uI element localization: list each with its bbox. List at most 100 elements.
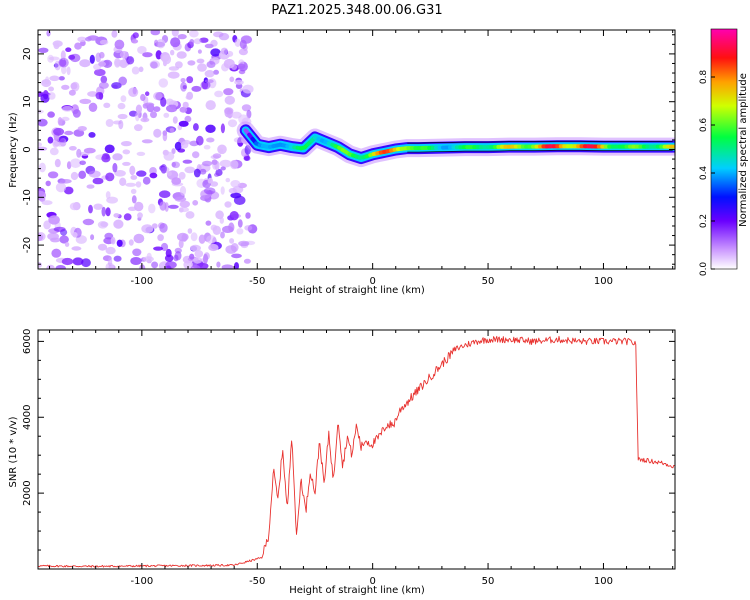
noise-point — [187, 228, 193, 234]
noise-point — [227, 119, 238, 128]
noise-point — [197, 49, 202, 54]
noise-point — [182, 101, 189, 109]
noise-point — [236, 228, 244, 235]
noise-point — [140, 93, 146, 102]
noise-point — [137, 46, 147, 54]
noise-point — [230, 243, 239, 252]
x-tick-label: -100 — [131, 276, 154, 287]
noise-point — [182, 159, 193, 164]
spectrogram-x-axis: -100 -50 0 50 100 — [49, 30, 674, 287]
noise-point — [86, 184, 95, 189]
spectrogram-x-label: Height of straight line (km) — [289, 285, 425, 296]
noise-point — [69, 146, 77, 151]
y-tick-label: 10 — [22, 95, 33, 108]
noise-point — [184, 115, 192, 123]
noise-point — [204, 43, 214, 49]
noise-point — [47, 136, 54, 144]
noise-point — [162, 131, 168, 142]
noise-point — [239, 39, 247, 50]
colorbar-tick-label: 0.4 — [699, 166, 709, 181]
noise-point — [88, 204, 93, 214]
noise-point — [229, 76, 235, 83]
noise-point — [179, 200, 190, 208]
noise-point — [114, 170, 126, 177]
noise-point — [204, 187, 216, 195]
noise-point — [132, 248, 142, 257]
noise-point — [171, 177, 182, 185]
colorbar-tick-label: 0.6 — [699, 118, 709, 133]
noise-point — [114, 39, 125, 50]
noise-point — [103, 102, 111, 109]
noise-point — [76, 148, 82, 158]
noise-point — [156, 39, 166, 49]
x-tick-label: 0 — [369, 276, 375, 287]
noise-point — [95, 52, 102, 63]
noise-point — [90, 234, 95, 241]
noise-point — [52, 40, 63, 47]
noise-point — [55, 182, 67, 193]
x-tick-label: -50 — [249, 576, 265, 587]
noise-point — [184, 166, 196, 174]
noise-point — [130, 175, 138, 180]
noise-point — [79, 59, 91, 68]
noise-point — [87, 35, 99, 41]
x-tick-label: 50 — [482, 276, 495, 287]
spectrogram-y-label: Frequency (Hz) — [8, 112, 19, 188]
noise-point — [203, 144, 211, 150]
noise-point — [178, 171, 186, 180]
noise-point — [159, 223, 168, 233]
noise-point — [58, 76, 65, 81]
noise-point — [70, 82, 78, 90]
noise-point — [159, 190, 171, 198]
noise-point — [120, 95, 127, 103]
noise-point — [116, 239, 123, 247]
noise-point — [113, 213, 120, 218]
noise-point — [211, 159, 218, 165]
noise-point — [170, 49, 175, 56]
noise-point — [110, 236, 116, 245]
noise-point — [97, 243, 108, 251]
noise-point — [72, 109, 81, 118]
noise-point — [45, 76, 50, 85]
noise-point — [174, 141, 182, 151]
noise-point — [38, 142, 43, 147]
noise-point — [159, 201, 167, 211]
noise-point — [113, 255, 122, 262]
noise-point — [104, 144, 115, 154]
noise-point — [117, 113, 128, 120]
frequency-track — [236, 121, 675, 168]
noise-point — [105, 119, 114, 127]
noise-point — [97, 221, 108, 229]
noise-point — [117, 102, 126, 110]
noise-point — [142, 52, 153, 58]
noise-point — [61, 116, 70, 122]
noise-point — [100, 75, 108, 84]
noise-point — [119, 177, 127, 186]
noise-point — [212, 225, 221, 235]
noise-point — [192, 151, 200, 159]
noise-point — [99, 39, 109, 45]
noise-point — [55, 265, 67, 269]
noise-point — [220, 186, 225, 195]
noise-point — [228, 187, 237, 194]
noise-point — [78, 170, 87, 179]
noise-point — [187, 60, 196, 66]
noise-point — [105, 207, 111, 217]
noise-point — [133, 233, 145, 244]
noise-point — [190, 244, 201, 252]
noise-point — [205, 100, 216, 111]
noise-point — [213, 69, 220, 75]
noise-point — [134, 201, 144, 212]
noise-point — [189, 253, 195, 260]
noise-point — [223, 88, 234, 96]
noise-point — [98, 61, 106, 67]
noise-point — [48, 56, 60, 61]
noise-point — [230, 159, 239, 170]
noise-point — [142, 176, 151, 185]
noise-point — [150, 30, 161, 36]
noise-point — [180, 141, 189, 149]
noise-point — [140, 117, 150, 123]
noise-point — [230, 192, 242, 199]
snr-panel: -100 -50 0 50 100 2000 4000 6000 Height of str… — [8, 329, 676, 596]
